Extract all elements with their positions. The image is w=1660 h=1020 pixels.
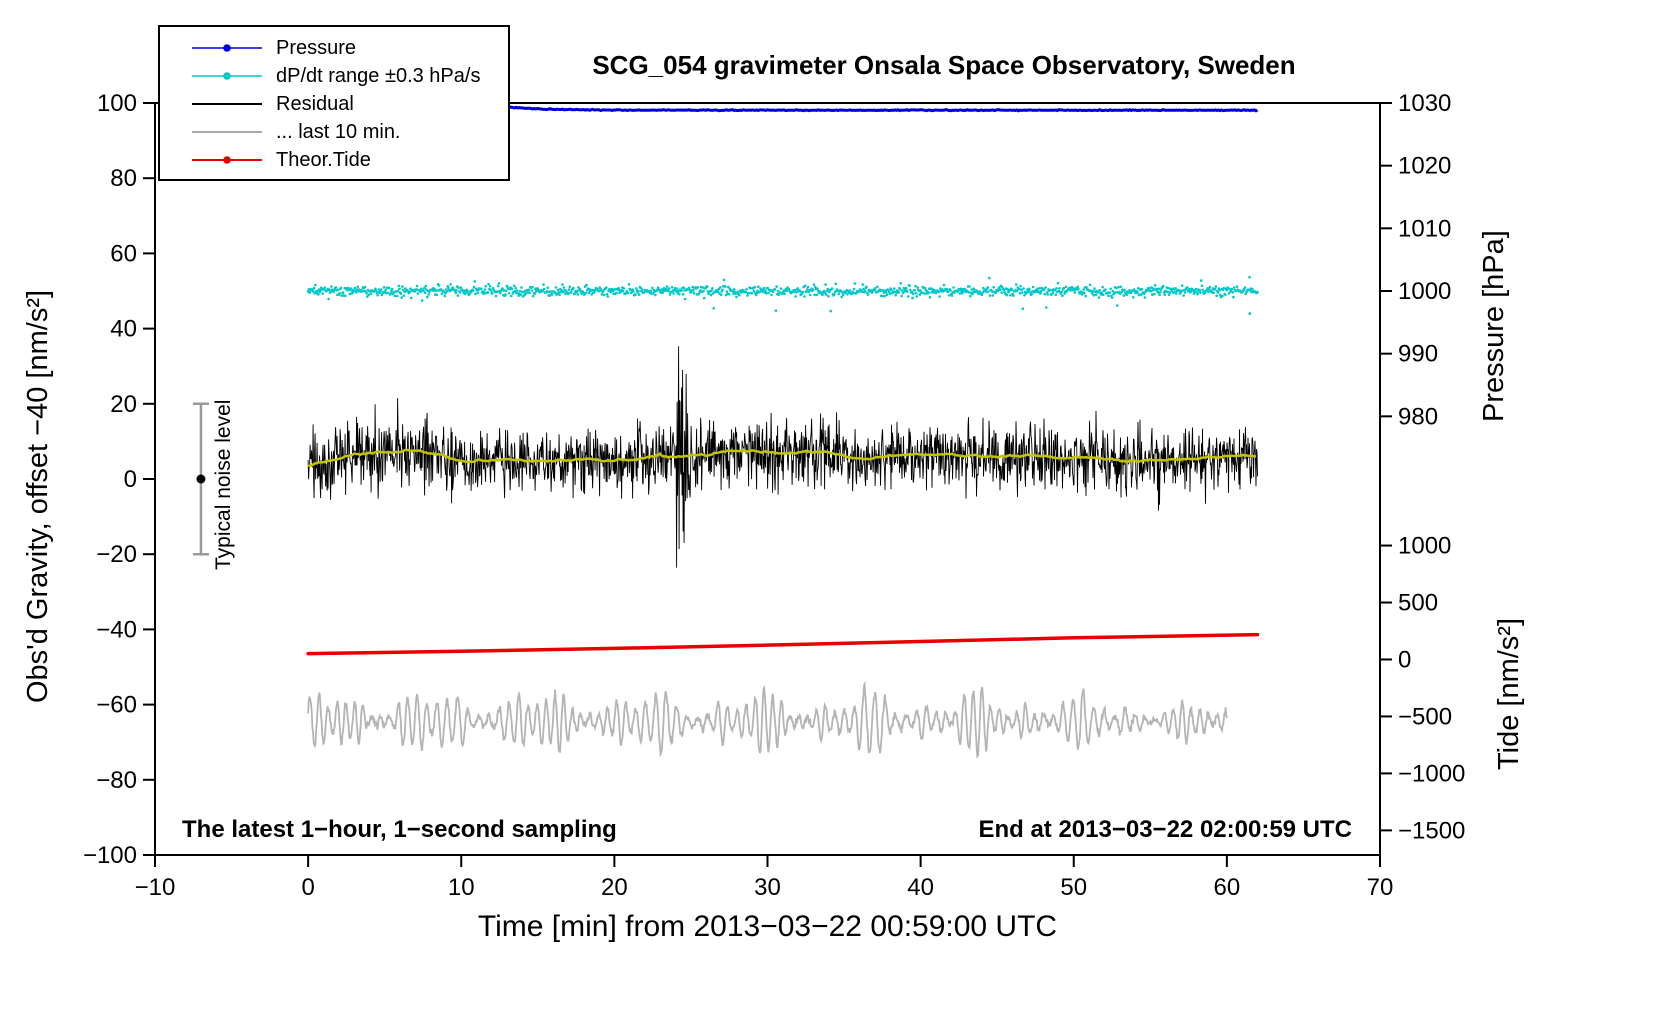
series-last10min [307, 680, 1228, 759]
legend-label: Pressure [276, 36, 357, 59]
y-axis-title-pressure: Pressure [hPa] [1478, 230, 1510, 422]
legend-item-3: ... last 10 min. [160, 118, 508, 146]
x-tick-label: 40 [907, 874, 934, 901]
y-tick-label: 0 [124, 466, 137, 493]
series-dpdt [306, 275, 1259, 315]
legend-label: ... last 10 min. [276, 120, 401, 143]
y-tick-label: 80 [110, 165, 137, 192]
tide-tick-label: 500 [1398, 590, 1438, 617]
pressure-tick-label: 1020 [1398, 153, 1451, 180]
noise-level-label: Typical noise level [212, 399, 235, 570]
x-tick-label: 60 [1214, 874, 1241, 901]
x-tick-label: −10 [135, 874, 176, 901]
noise-level-dot [196, 474, 206, 484]
legend-item-0: Pressure [160, 34, 508, 62]
legend-label: Theor.Tide [276, 148, 371, 171]
x-tick-label: 10 [448, 874, 475, 901]
tide-tick-label: 1000 [1398, 533, 1451, 560]
pressure-tick-label: 990 [1398, 341, 1438, 368]
tide-tick-label: −1500 [1398, 817, 1465, 844]
tide-tick-label: 0 [1398, 646, 1411, 673]
series-pressure [506, 105, 1259, 113]
y-tick-label: 60 [110, 240, 137, 267]
x-tick-label: 70 [1367, 874, 1394, 901]
legend-marker [192, 103, 262, 105]
sampling-note: The latest 1−hour, 1−second sampling [182, 816, 617, 843]
series-layer [306, 105, 1260, 759]
x-tick-label: 0 [301, 874, 314, 901]
y-tick-label: −40 [96, 616, 137, 643]
legend-item-4: Theor.Tide [160, 146, 508, 174]
pressure-tick-label: 980 [1398, 403, 1438, 430]
y-tick-label: −20 [96, 541, 137, 568]
legend-marker [192, 131, 262, 133]
series-residual-smooth [307, 448, 1257, 468]
x-tick-label: 20 [601, 874, 628, 901]
legend-label: dP/dt range ±0.3 hPa/s [276, 64, 481, 87]
y-axis-title-left: Obs'd Gravity, offset −40 [nm/s²] [22, 289, 54, 703]
x-tick-label: 50 [1060, 874, 1087, 901]
chart-title: SCG_054 gravimeter Onsala Space Observat… [592, 50, 1296, 80]
y-tick-label: 100 [97, 90, 137, 117]
pressure-tick-label: 1000 [1398, 278, 1451, 305]
noise-level-errorbar [192, 402, 209, 556]
x-tick-label: 30 [754, 874, 781, 901]
x-axis-title: Time [min] from 2013−03−22 00:59:00 UTC [477, 910, 1058, 943]
y-tick-label: −80 [96, 767, 137, 794]
legend-marker [192, 44, 262, 52]
tide-tick-label: −1000 [1398, 760, 1465, 787]
legend-marker [192, 156, 262, 164]
legend-label: Residual [276, 92, 354, 115]
legend-item-1: dP/dt range ±0.3 hPa/s [160, 62, 508, 90]
series-theor-tide [306, 632, 1260, 656]
legend-marker [192, 72, 262, 80]
series-residual [307, 346, 1258, 568]
end-time-note: End at 2013−03−22 02:00:59 UTC [978, 816, 1352, 843]
y-tick-label: 40 [110, 316, 137, 343]
y-tick-label: −60 [96, 692, 137, 719]
pressure-tick-label: 1030 [1398, 90, 1451, 117]
pressure-tick-label: 1010 [1398, 215, 1451, 242]
legend-item-2: Residual [160, 90, 508, 118]
tide-tick-label: −500 [1398, 703, 1452, 730]
y-tick-label: 20 [110, 391, 137, 418]
y-axis-title-tide: Tide [nm/s²] [1493, 617, 1525, 770]
y-tick-label: −100 [83, 842, 137, 869]
legend: Pressure dP/dt range ±0.3 hPa/s Residual..… [158, 25, 510, 181]
